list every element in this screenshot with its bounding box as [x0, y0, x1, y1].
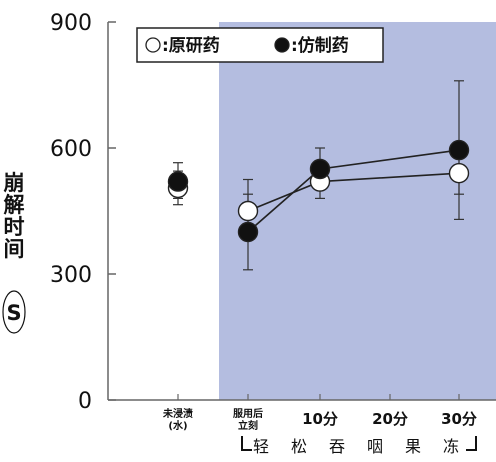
y-tick-label: 0 — [78, 389, 92, 414]
legend-label: :原研药 — [162, 35, 220, 56]
data-point — [237, 221, 259, 243]
bracket-label-char: 松 — [291, 437, 313, 456]
x-tick-label: 立刻 — [238, 419, 258, 432]
y-label-char: 间 — [4, 237, 25, 261]
bracket-left — [241, 436, 252, 451]
bracket-right — [466, 436, 477, 451]
x-tick-label: 10分 — [302, 410, 338, 428]
y-label-char: 解 — [4, 193, 25, 217]
data-point — [237, 200, 259, 222]
legend-box — [136, 27, 384, 63]
shaded-region-rect — [219, 22, 496, 400]
y-label-char: 时 — [4, 215, 25, 239]
y-tick-label: 300 — [50, 263, 92, 288]
y-tick-label: 600 — [50, 137, 92, 162]
bracket-label-char: 咽 — [367, 437, 389, 456]
x-tick-label: 20分 — [372, 410, 408, 428]
data-point — [167, 171, 189, 192]
bracket-label-char: 冻 — [443, 437, 465, 456]
data-point — [309, 158, 331, 180]
axes — [107, 22, 496, 401]
bracket-label-char: 吞 — [329, 437, 351, 456]
x-tick-label: 服用后 — [233, 407, 263, 420]
y-unit-label: S — [6, 301, 21, 325]
data-point — [448, 139, 470, 161]
bracket-label-char: 轻 — [253, 437, 275, 456]
legend: :原研药 :仿制药 — [136, 27, 384, 63]
data-point — [448, 162, 470, 184]
x-tick-label: (水) — [168, 419, 187, 432]
x-tick-label: 未浸渍 — [162, 407, 193, 420]
bracket-label-char: 果 — [405, 437, 427, 456]
legend-marker — [145, 37, 161, 53]
y-label-char: 崩 — [4, 171, 25, 195]
legend-marker — [274, 37, 290, 53]
y-unit-parentheses — [2, 290, 26, 334]
legend-label: :仿制药 — [291, 35, 349, 56]
series-layer — [167, 80, 470, 271]
shaded-region — [219, 22, 496, 400]
x-tick-label: 30分 — [441, 410, 477, 428]
x-bracket: 轻松吞咽果冻 — [241, 436, 477, 456]
y-tick-label: 900 — [50, 11, 92, 36]
y-axis-ticks: 0 300 600 900 — [50, 11, 116, 414]
